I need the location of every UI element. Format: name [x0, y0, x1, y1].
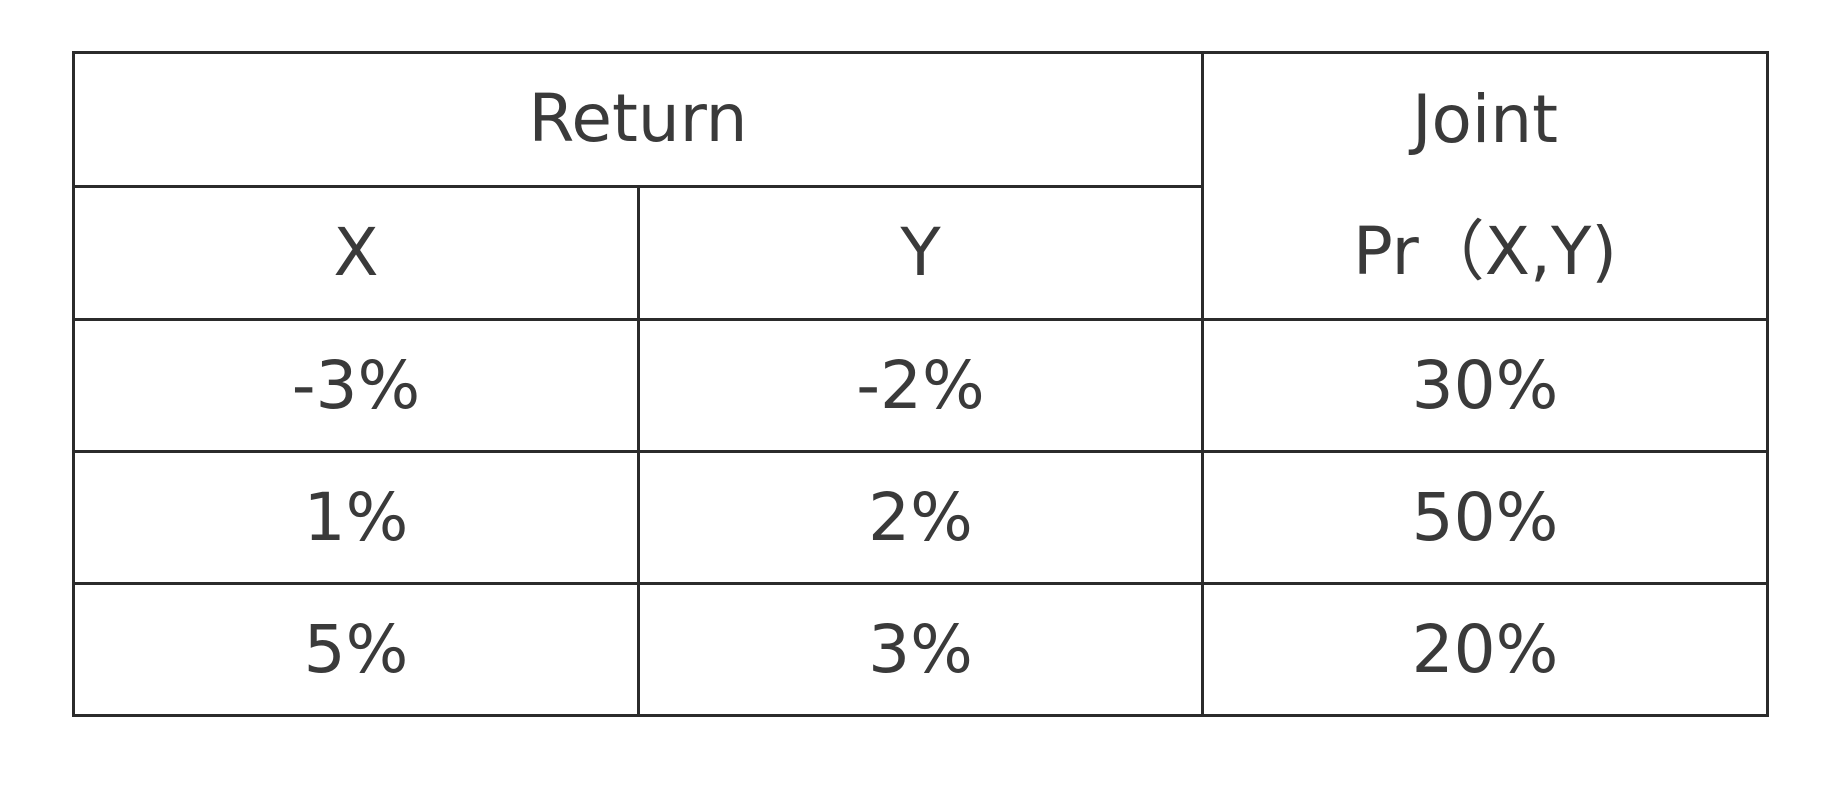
joint-probability-header: Joint Pr（X,Y)	[1201, 51, 1770, 321]
probability-cell: 50%	[1201, 450, 1770, 585]
probability-cell: 20%	[1201, 582, 1770, 717]
joint-header-line1: Joint	[1412, 81, 1558, 158]
joint-header-line2: Pr（X,Y)	[1352, 213, 1618, 290]
header-row-top: Return Joint Pr（X,Y)	[71, 51, 1770, 321]
table-row: 1% 2% 50%	[72, 450, 1770, 585]
joint-distribution-table: Return Joint Pr（X,Y) X Y -3% -2% 30%	[71, 51, 1770, 717]
x-header: X	[72, 184, 640, 321]
y-cell: 2%	[636, 450, 1205, 585]
header-row-sub: X Y	[72, 184, 1768, 321]
joint-distribution-table-container: Return Joint Pr（X,Y) X Y -3% -2% 30%	[71, 51, 1770, 717]
y-header: Y	[636, 184, 1205, 321]
table-row: -3% -2% 30%	[72, 318, 1770, 453]
y-cell: 3%	[636, 582, 1205, 717]
probability-cell: 30%	[1201, 318, 1770, 453]
return-header: Return	[71, 51, 1205, 188]
x-cell: 5%	[72, 582, 640, 717]
y-cell: -2%	[636, 318, 1205, 453]
table-row: 5% 3% 20%	[72, 582, 1770, 717]
x-cell: 1%	[72, 450, 640, 585]
x-cell: -3%	[72, 318, 640, 453]
